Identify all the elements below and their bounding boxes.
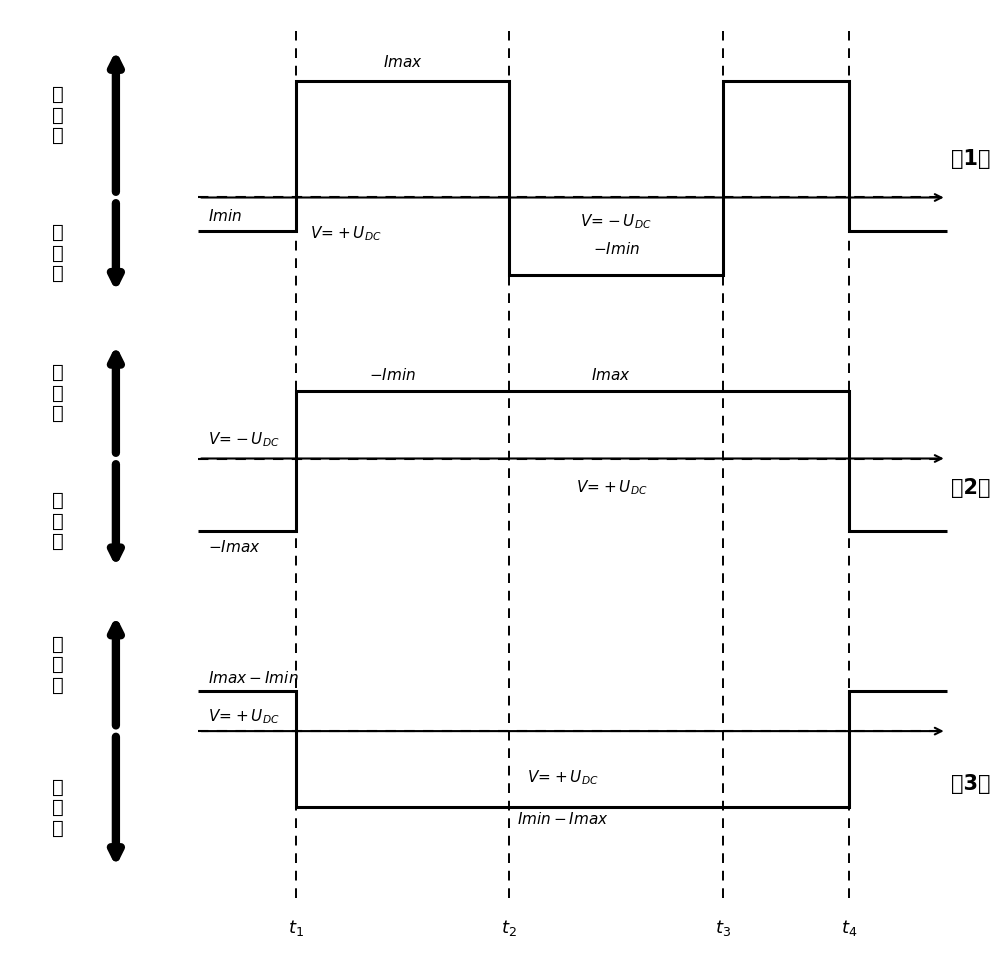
Text: 第3极: 第3极: [951, 774, 991, 795]
Text: $Imin$: $Imin$: [208, 208, 242, 223]
Text: 第1极: 第1极: [951, 149, 991, 169]
Text: $V\!=\!+U_{DC}$: $V\!=\!+U_{DC}$: [310, 224, 382, 244]
Text: $-Imax$: $-Imax$: [208, 539, 261, 555]
Text: 负
电
流: 负 电 流: [52, 491, 63, 551]
Text: $t_4$: $t_4$: [841, 917, 858, 938]
Text: 正
电
流: 正 电 流: [52, 86, 63, 145]
Text: $t_1$: $t_1$: [288, 917, 304, 938]
Text: $t_3$: $t_3$: [715, 917, 731, 938]
Text: $-Imin$: $-Imin$: [593, 242, 640, 257]
Text: $Imin - Imax$: $Imin - Imax$: [517, 811, 609, 828]
Text: 正
电
流: 正 电 流: [52, 364, 63, 423]
Text: 负
电
流: 负 电 流: [52, 777, 63, 838]
Text: $t_2$: $t_2$: [501, 917, 517, 938]
Text: $-Imin$: $-Imin$: [369, 368, 416, 383]
Text: $V\!=\!+U_{DC}$: $V\!=\!+U_{DC}$: [576, 478, 647, 496]
Text: $V\!=\!-U_{DC}$: $V\!=\!-U_{DC}$: [208, 430, 280, 449]
Text: $V\!=\!+U_{DC}$: $V\!=\!+U_{DC}$: [527, 768, 599, 787]
Text: $V\!=\!-U_{DC}$: $V\!=\!-U_{DC}$: [580, 213, 652, 231]
Text: $Imax - Imin$: $Imax - Imin$: [208, 670, 299, 685]
Text: 负
电
流: 负 电 流: [52, 223, 63, 283]
Text: 第2极: 第2极: [951, 478, 991, 497]
Text: $Imax$: $Imax$: [383, 54, 422, 70]
Text: $V\!=\!+U_{DC}$: $V\!=\!+U_{DC}$: [208, 708, 280, 726]
Text: 正
电
流: 正 电 流: [52, 635, 63, 695]
Text: $Imax$: $Imax$: [591, 368, 631, 383]
